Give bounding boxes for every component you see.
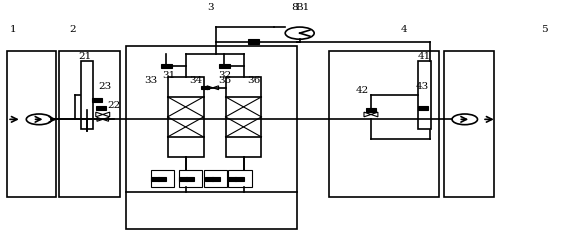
Bar [158,177,166,181]
Text: 34: 34 [190,76,203,85]
Bar [219,64,230,68]
Bar [228,177,236,181]
Bar [248,40,258,44]
Bar [151,170,174,187]
Text: 35: 35 [219,76,232,85]
Text: B1: B1 [296,3,310,13]
Bar [59,51,120,197]
Text: 2: 2 [70,25,76,34]
Text: 8: 8 [291,3,297,13]
Text: 4: 4 [401,25,407,34]
Bar [445,51,494,197]
Bar [161,64,172,68]
Bar [168,77,204,157]
Text: 23: 23 [99,82,112,91]
Bar [205,177,213,181]
Bar [179,177,187,181]
Bar [93,98,102,102]
Text: 33: 33 [144,76,158,85]
Bar [418,61,431,129]
Bar [226,77,261,157]
Bar [126,46,297,229]
Bar [204,170,227,187]
Text: 42: 42 [356,86,369,95]
Text: 1: 1 [10,25,17,34]
Text: 43: 43 [416,82,429,91]
Bar [201,86,209,89]
Bar [81,61,94,129]
Bar [151,177,159,181]
Text: 5: 5 [541,25,548,34]
Text: 31: 31 [162,71,176,81]
Bar [229,170,251,187]
Bar [329,51,439,197]
Bar [7,51,56,197]
Text: 41: 41 [417,52,431,61]
Bar [366,108,375,112]
Bar [212,177,221,181]
Bar [179,170,202,187]
Text: 36: 36 [247,76,261,85]
Text: 21: 21 [79,52,92,61]
Text: 3: 3 [207,3,214,13]
Text: 22: 22 [108,101,120,110]
Bar [235,177,243,181]
Bar [418,106,428,110]
Bar [97,106,106,110]
Text: 32: 32 [219,71,232,81]
Bar [186,177,194,181]
